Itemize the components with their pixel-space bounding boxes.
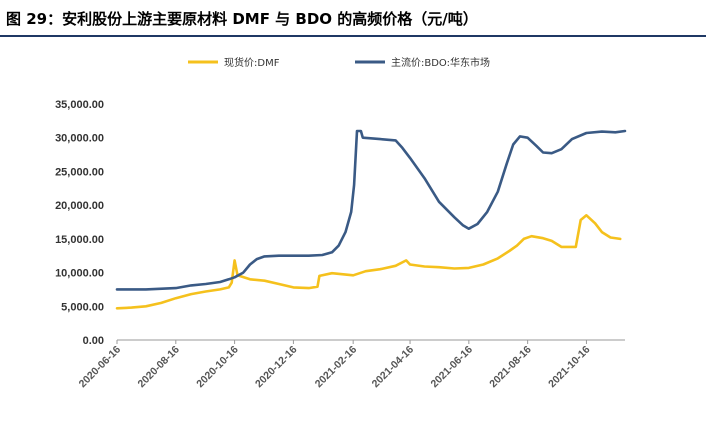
figure-title: 图 29：安利股份上游主要原材料 DMF 与 BDO 的高频价格（元/吨） <box>6 10 478 28</box>
y-axis: 0.00 5,000.00 10,000.00 15,000.00 20,000.00 2… <box>55 99 104 347</box>
x-tick-label: 2020-06-16 <box>77 344 124 391</box>
x-tick-label: 2020-10-16 <box>194 344 241 391</box>
y-tick-label: 15,000.00 <box>55 234 104 246</box>
legend-label-bdo: 主流价:BDO:华东市场 <box>391 56 490 69</box>
dmf-price-line <box>115 214 622 310</box>
y-tick-label: 35,000.00 <box>55 99 104 111</box>
y-tick-label: 5,000.00 <box>61 301 104 313</box>
x-tick-label: 2020-08-16 <box>135 344 182 391</box>
title-rule <box>0 35 706 37</box>
y-tick-label: 20,000.00 <box>55 200 104 212</box>
x-tick-label: 2021-08-16 <box>487 344 534 391</box>
y-tick-label: 25,000.00 <box>55 166 104 178</box>
price-chart: 现货价:DMF 主流价:BDO:华东市场 0.00 5,000.00 10,000.0… <box>55 56 627 390</box>
series-lines <box>115 129 627 310</box>
y-tick-label: 0.00 <box>83 335 104 347</box>
legend-label-dmf: 现货价:DMF <box>224 56 280 69</box>
x-tick-label: 2021-04-16 <box>370 344 417 391</box>
x-tick-label: 2021-02-16 <box>313 344 360 391</box>
x-tick-label: 2021-10-16 <box>546 344 593 391</box>
x-axis: 2020-06-16 2020-08-16 2020-10-16 2020-12-16… <box>77 340 593 390</box>
legend: 现货价:DMF 主流价:BDO:华东市场 <box>188 56 490 69</box>
x-tick-label: 2020-12-16 <box>253 344 300 391</box>
bdo-price-line <box>115 129 627 291</box>
y-tick-label: 30,000.00 <box>55 133 104 145</box>
x-tick-label: 2021-06-16 <box>428 344 475 391</box>
y-tick-label: 10,000.00 <box>55 268 104 280</box>
figure-header: 图 29：安利股份上游主要原材料 DMF 与 BDO 的高频价格（元/吨） <box>0 0 706 38</box>
